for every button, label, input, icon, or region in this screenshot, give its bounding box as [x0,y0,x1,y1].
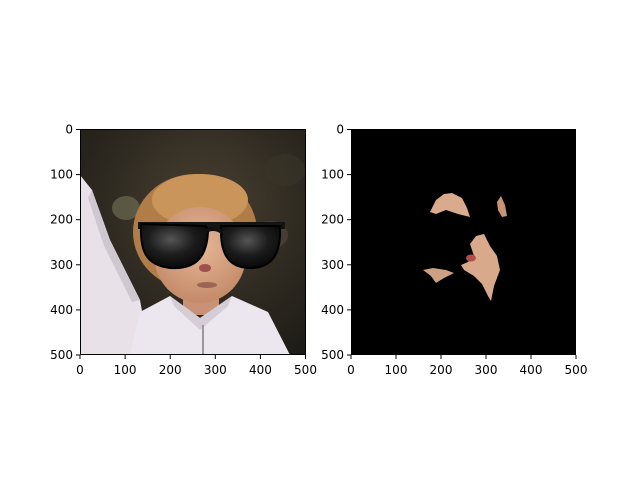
right-x-tick-label: 0 [347,363,355,377]
left-x-tick-label: 100 [114,363,137,377]
right-masked-image [351,129,576,355]
left-x-axis: 0 100 200 300 400 500 [76,355,317,377]
right-y-axis: 0 100 200 300 400 500 [321,123,351,362]
left-photo [80,129,306,355]
left-y-tick-label: 300 [50,258,73,272]
right-y-tick-label: 500 [321,348,344,362]
left-x-tick-label: 0 [76,363,84,377]
right-y-tick-label: 200 [321,213,344,227]
right-y-tick-label: 300 [321,258,344,272]
right-x-tick-label: 500 [565,363,588,377]
right-y-tick-label: 400 [321,303,344,317]
left-image-panel: 0 100 200 300 400 500 0 100 200 300 400 500 [50,123,317,378]
left-x-tick-label: 300 [204,363,227,377]
right-y-tick-label: 0 [336,123,344,137]
left-y-tick-label: 500 [50,348,73,362]
right-x-tick-label: 300 [475,363,498,377]
left-y-tick-label: 100 [50,168,73,182]
left-x-tick-label: 200 [159,363,182,377]
left-x-tick-label: 500 [294,363,317,377]
right-x-tick-label: 400 [520,363,543,377]
left-y-tick-label: 0 [65,123,73,137]
right-image-panel: 0 100 200 300 400 500 0 100 200 300 400 500 [321,123,587,378]
right-y-tick-label: 100 [321,168,344,182]
right-x-axis: 0 100 200 300 400 500 [347,355,587,377]
right-x-tick-label: 100 [385,363,408,377]
left-y-tick-label: 400 [50,303,73,317]
sunglasses-overlay [138,222,285,270]
left-x-tick-label: 400 [249,363,272,377]
left-y-axis: 0 100 200 300 400 500 [50,123,80,362]
right-x-tick-label: 200 [430,363,453,377]
left-y-tick-label: 200 [50,213,73,227]
